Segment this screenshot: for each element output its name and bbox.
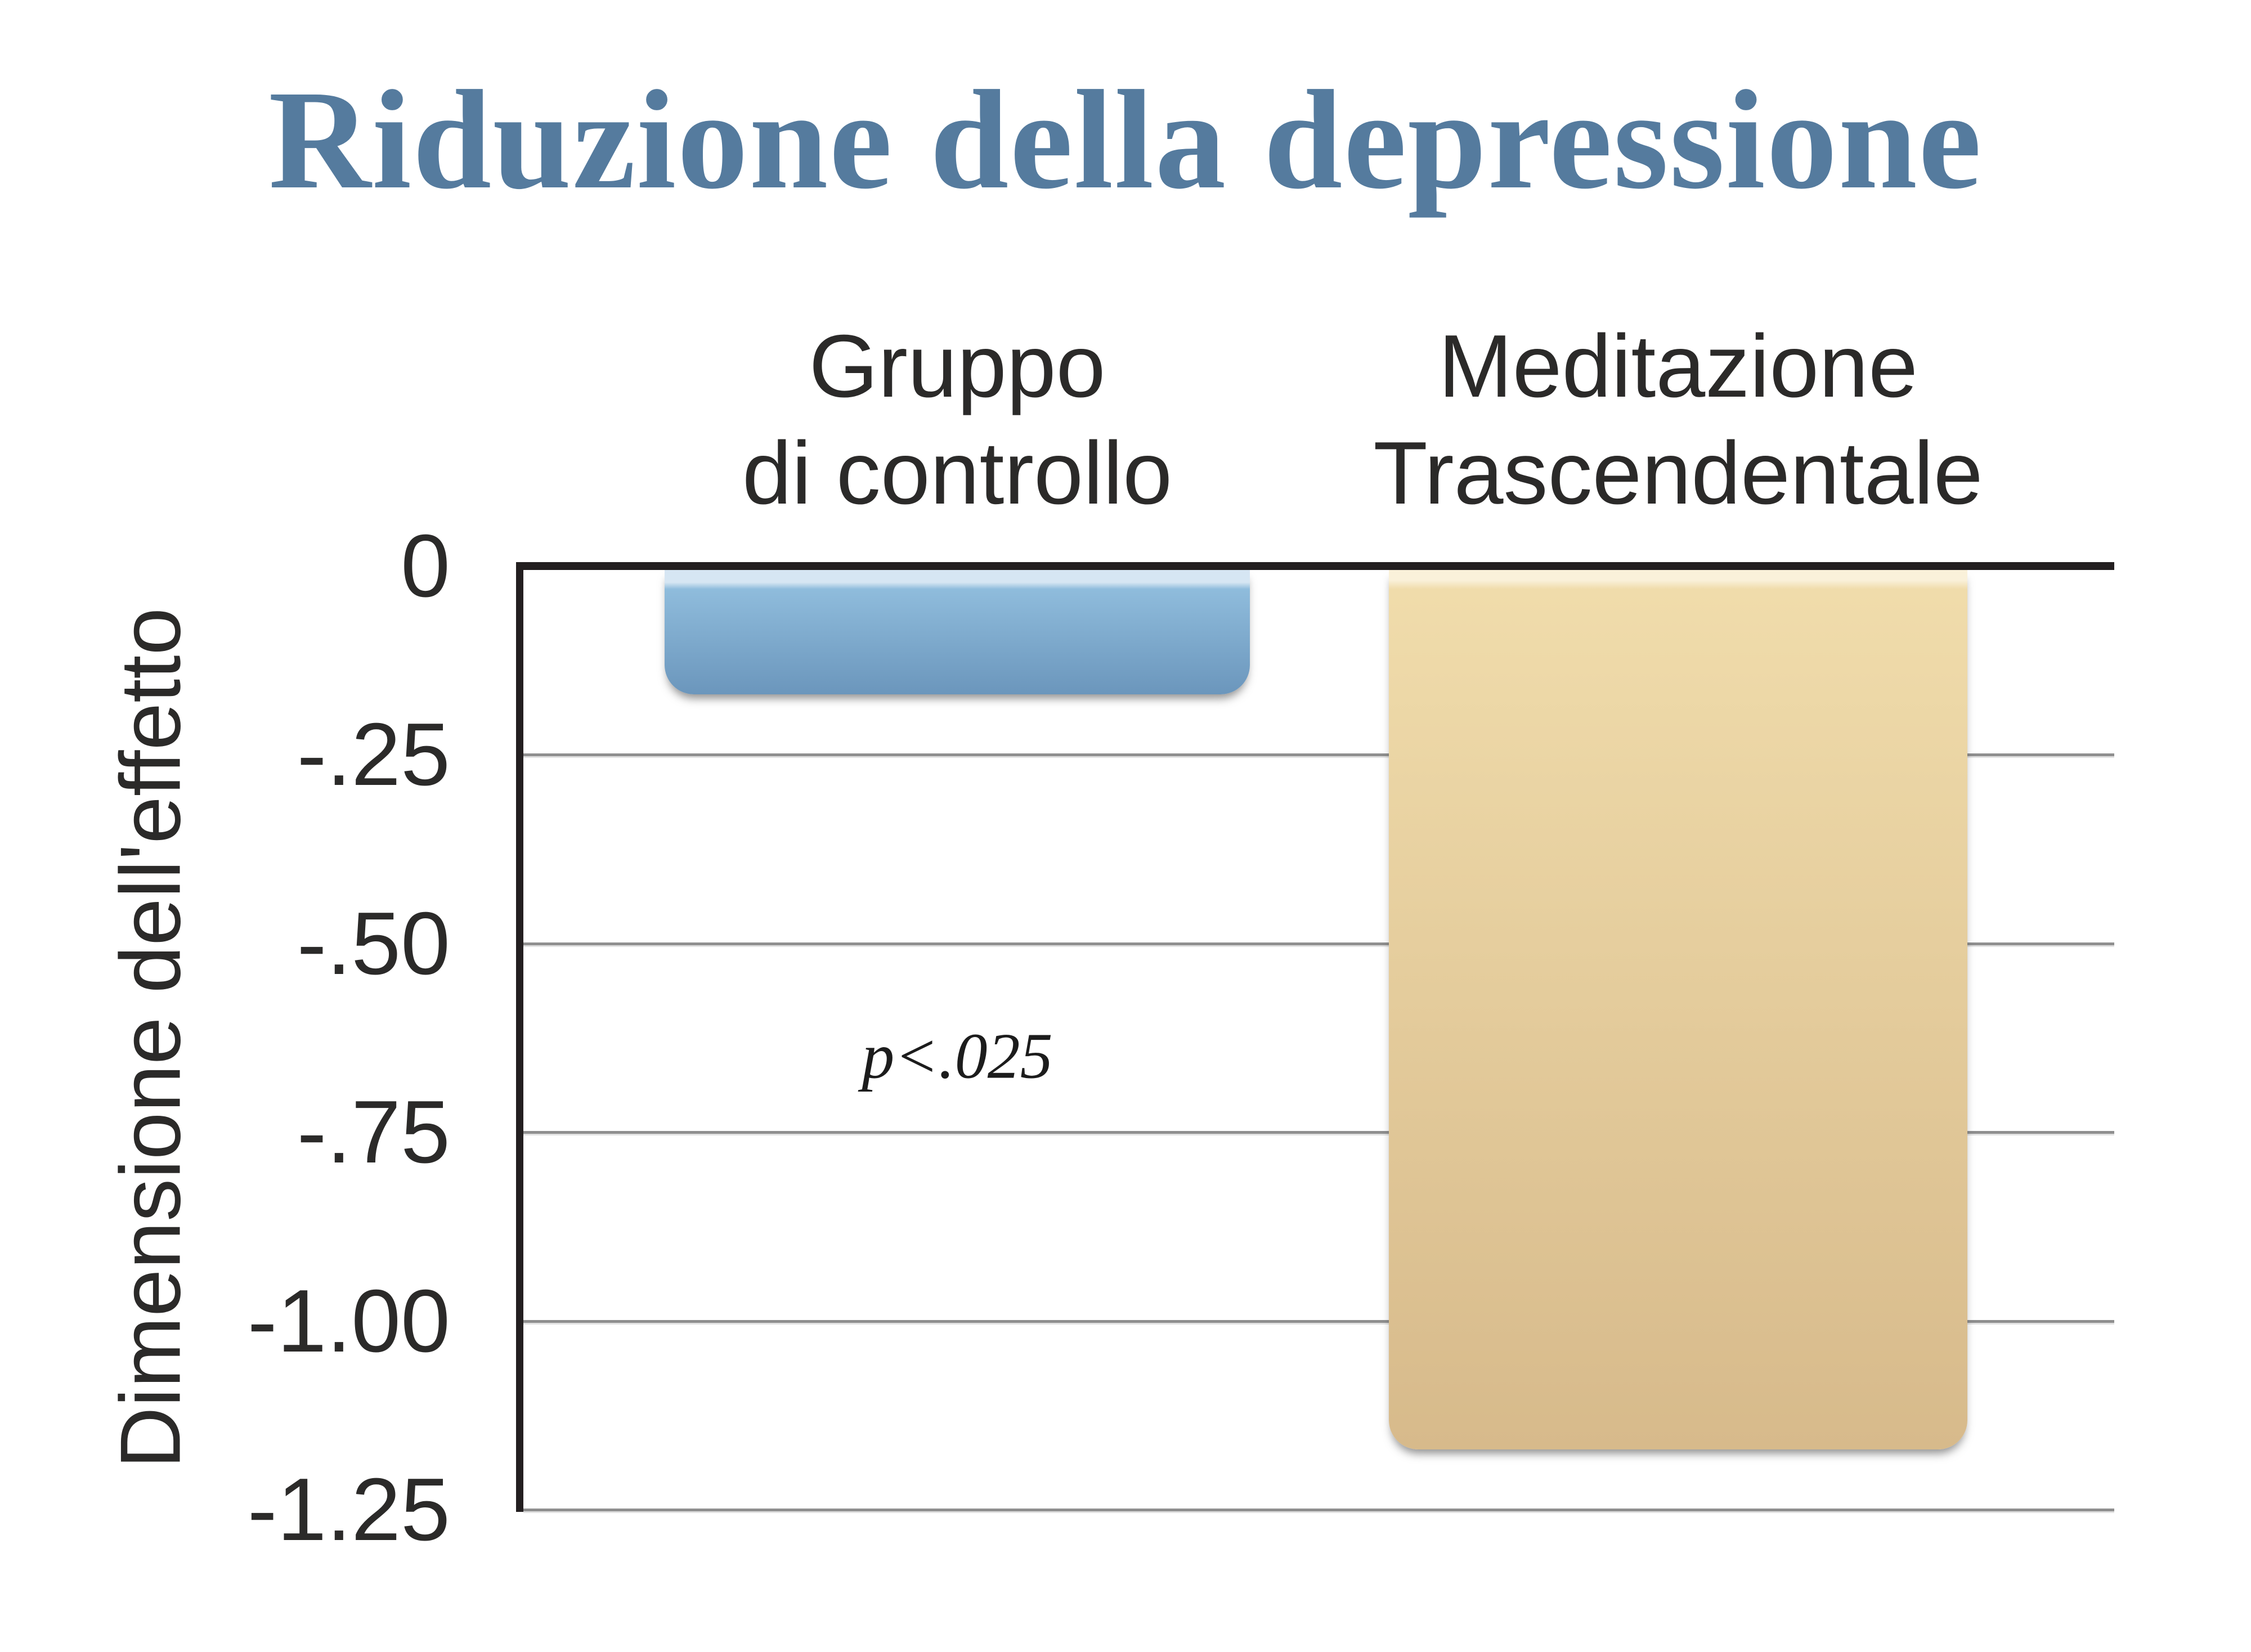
y-tick-label: -.50	[297, 894, 450, 993]
bar-transcendental-meditation	[1389, 570, 1967, 1449]
gridline	[523, 1131, 2114, 1136]
y-tick-label: -.25	[297, 705, 450, 805]
column-header-control-group: Gruppo di controllo	[742, 317, 1173, 523]
x-axis-zero-line	[516, 562, 2114, 570]
y-tick-label: -1.25	[247, 1460, 450, 1559]
y-axis-line	[516, 562, 523, 1512]
y-tick-label: -.75	[297, 1083, 450, 1182]
p-value-annotation: p<.025	[862, 1020, 1053, 1093]
y-tick-label: -1.00	[247, 1271, 450, 1371]
y-tick-label: 0	[401, 517, 450, 616]
gridline	[523, 1319, 2114, 1325]
chart-title: Riduzione della depressione	[268, 61, 1983, 218]
gridline	[523, 753, 2114, 758]
column-header-transcendental-meditation: Meditazione Trascendentale	[1373, 317, 1983, 523]
bar-control-group	[665, 570, 1250, 694]
gridline	[523, 942, 2114, 947]
gridline	[523, 1509, 2114, 1513]
